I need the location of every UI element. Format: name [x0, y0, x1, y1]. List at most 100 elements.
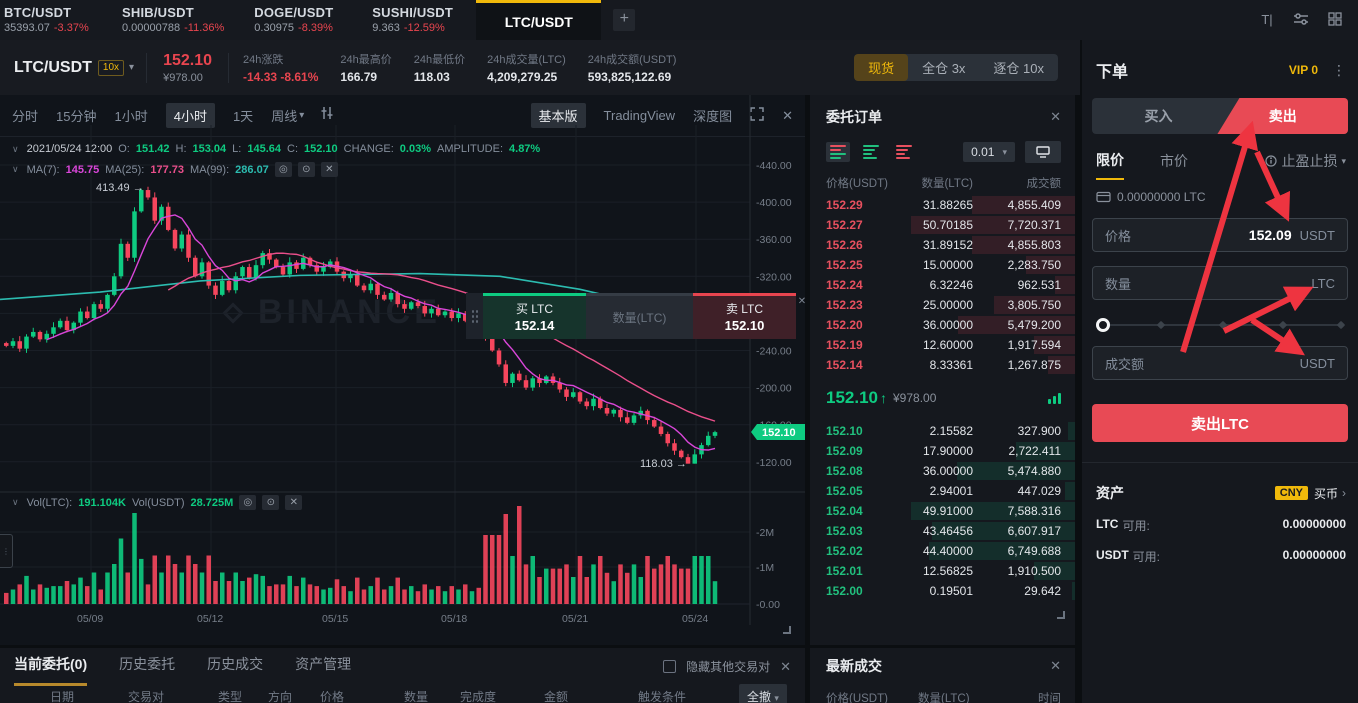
- currency-badge[interactable]: CNY: [1274, 486, 1308, 500]
- orderbook-bid-row[interactable]: 152.05 2.94001 447.029: [810, 481, 1075, 501]
- chart-buy-button[interactable]: 买 LTC 152.14: [483, 293, 586, 339]
- tab-stop-limit[interactable]: 止盈止损 ▾: [1265, 151, 1346, 179]
- ob-price: 152.14: [826, 358, 863, 372]
- interval-1小时[interactable]: 1小时: [114, 109, 148, 124]
- total-input[interactable]: 成交额 USDT: [1092, 346, 1348, 380]
- svg-text:-200.00: -200.00: [756, 383, 792, 395]
- pair-selector[interactable]: LTC/USDT 10x ▾: [0, 59, 146, 77]
- drag-handle-icon[interactable]: [466, 293, 483, 339]
- orderbook-ask-row[interactable]: 152.23 25.00000 3,805.750: [810, 295, 1075, 315]
- ticker-tab-btc-usdt[interactable]: BTC/USDT 35393.07 -3.37%: [0, 0, 108, 40]
- mode-现货[interactable]: 现货: [854, 54, 909, 81]
- orderbook-mode-bids-icon[interactable]: [859, 142, 883, 162]
- orderbook-bid-row[interactable]: 152.10 2.15582 327.900: [810, 421, 1075, 441]
- vip-badge[interactable]: VIP 0: [1288, 63, 1318, 77]
- orderbook-ask-row[interactable]: 152.25 15.00000 2,283.750: [810, 255, 1075, 275]
- add-tab-button[interactable]: +: [613, 9, 636, 31]
- orders-tab-历史成交[interactable]: 历史成交: [207, 656, 264, 672]
- ticker-tab-shib-usdt[interactable]: SHIB/USDT 0.00000788 -11.36%: [108, 0, 240, 40]
- text-tool-icon[interactable]: T|: [1261, 11, 1273, 27]
- close-widget-icon[interactable]: ✕: [797, 296, 805, 307]
- settings-target-icon[interactable]: ⊙: [262, 495, 280, 510]
- tick-size-dropdown[interactable]: 0.01 ▾: [963, 142, 1015, 162]
- tab-market[interactable]: 市价: [1160, 153, 1188, 169]
- mode-全仓 3x[interactable]: 全仓 3x: [922, 61, 966, 76]
- orderbook-bid-row[interactable]: 152.02 44.40000 6,749.688: [810, 541, 1075, 561]
- close-orderbook-icon[interactable]: ✕: [1050, 109, 1061, 124]
- orders-tab-资产管理[interactable]: 资产管理: [295, 656, 352, 672]
- kebab-menu-icon[interactable]: ⋮: [1332, 61, 1346, 78]
- interval-分时[interactable]: 分时: [12, 109, 39, 124]
- ob-price: 152.01: [826, 564, 863, 578]
- orderbook-ask-row[interactable]: 152.24 6.32246 962.531: [810, 275, 1075, 295]
- orderbook-ask-row[interactable]: 152.14 8.33361 1,267.875: [810, 355, 1075, 375]
- collapse-chevron-icon[interactable]: ∨: [12, 497, 19, 507]
- visibility-icon[interactable]: ◎: [239, 495, 257, 510]
- interval-more-chevron-icon[interactable]: ▾: [299, 110, 305, 121]
- buy-crypto-link[interactable]: 买币: [1313, 486, 1338, 501]
- chart-resize-handle[interactable]: [783, 626, 791, 634]
- orderbook-ask-row[interactable]: 152.29 31.88265 4,855.409: [810, 195, 1075, 215]
- orderbook-bid-row[interactable]: 152.09 17.90000 2,722.411: [810, 441, 1075, 461]
- orders-tab-当前委托(0)[interactable]: 当前委托(0): [14, 654, 88, 686]
- hide-other-pairs-checkbox[interactable]: [663, 660, 677, 673]
- orderbook-bid-row[interactable]: 152.01 12.56825 1,910.500: [810, 561, 1075, 581]
- orderbook-bid-row[interactable]: 152.00 0.19501 29.642: [810, 581, 1075, 601]
- sell-tab[interactable]: 卖出: [1217, 98, 1348, 134]
- indicator-settings-icon[interactable]: [320, 106, 334, 125]
- svg-text:-320.00: -320.00: [756, 271, 792, 283]
- display-mode-button[interactable]: [1025, 141, 1061, 163]
- chart-sell-button[interactable]: 卖 LTC 152.10: [693, 293, 796, 339]
- cancel-all-button[interactable]: 全撤 ▾: [739, 684, 787, 703]
- orderbook-bid-row[interactable]: 152.04 49.91000 7,588.316: [810, 501, 1075, 521]
- sell-ltc-button[interactable]: 卖出LTC: [1092, 404, 1348, 442]
- orderbook-mode-both-icon[interactable]: [826, 142, 850, 162]
- candlestick-chart[interactable]: -440.00-400.00-360.00-320.00-280.00-240.…: [0, 95, 805, 645]
- close-chart-icon[interactable]: ✕: [782, 107, 793, 123]
- left-edge-drawer-handle[interactable]: ⋮: [0, 534, 13, 568]
- collapse-chevron-icon[interactable]: ∨: [12, 143, 19, 154]
- amount-slider[interactable]: [1096, 318, 1346, 332]
- close-orders-panel-icon[interactable]: ✕: [780, 658, 791, 674]
- orderbook-mode-asks-icon[interactable]: [892, 142, 916, 162]
- orderbook-ask-row[interactable]: 152.27 50.70185 7,720.371: [810, 215, 1075, 235]
- depth-chart-icon[interactable]: [1048, 392, 1061, 404]
- settings-target-icon[interactable]: ⊙: [297, 162, 315, 177]
- orders-col-数量: 数量: [404, 690, 429, 703]
- price-input[interactable]: 价格 152.09 USDT: [1092, 218, 1348, 252]
- view-TradingView[interactable]: TradingView: [603, 108, 676, 123]
- slider-handle[interactable]: [1096, 318, 1110, 332]
- ticker-tab-doge-usdt[interactable]: DOGE/USDT 0.30975 -8.39%: [240, 0, 358, 40]
- mode-逐仓 10x[interactable]: 逐仓 10x: [993, 61, 1044, 76]
- tab-ltcusdt[interactable]: LTC/USDT: [476, 0, 602, 40]
- chart-qty-input[interactable]: 数量(LTC): [586, 293, 693, 339]
- remove-indicator-icon[interactable]: ✕: [285, 495, 303, 510]
- sliders-icon[interactable]: [1292, 10, 1310, 28]
- tick-size-value: 0.01: [971, 145, 995, 159]
- ticker-tab-sushi-usdt[interactable]: SUSHI/USDT 9.363 -12.59%: [358, 0, 476, 40]
- view-深度图[interactable]: 深度图: [693, 109, 733, 124]
- price-up-arrow-icon: ↑: [880, 390, 887, 406]
- interval-4小时[interactable]: 4小时: [165, 103, 215, 128]
- fullscreen-icon[interactable]: [750, 107, 764, 124]
- remove-indicator-icon[interactable]: ✕: [320, 162, 338, 177]
- quantity-input[interactable]: 数量 LTC: [1092, 266, 1348, 300]
- interval-15分钟[interactable]: 15分钟: [56, 109, 97, 124]
- orders-tab-历史委托[interactable]: 历史委托: [119, 656, 176, 672]
- interval-周线[interactable]: 周线: [271, 109, 298, 124]
- view-基本版[interactable]: 基本版: [530, 103, 586, 128]
- interval-1天[interactable]: 1天: [232, 109, 254, 124]
- orderbook-bid-row[interactable]: 152.03 43.46456 6,607.917: [810, 521, 1075, 541]
- buy-tab[interactable]: 买入: [1144, 108, 1173, 124]
- orderbook-ask-row[interactable]: 152.20 36.00000 5,479.200: [810, 315, 1075, 335]
- orderbook-ask-row[interactable]: 152.26 31.89152 4,855.803: [810, 235, 1075, 255]
- grid-layout-icon[interactable]: [1326, 10, 1344, 28]
- orderbook-resize-handle[interactable]: [1057, 611, 1065, 619]
- orderbook-bid-row[interactable]: 152.08 36.00000 5,474.880: [810, 461, 1075, 481]
- tab-limit[interactable]: 限价: [1096, 150, 1124, 180]
- collapse-chevron-icon[interactable]: ∨: [12, 164, 19, 174]
- orderbook-ask-row[interactable]: 152.19 12.60000 1,917.594: [810, 335, 1075, 355]
- svg-text:05/15: 05/15: [322, 613, 348, 625]
- close-trades-icon[interactable]: ✕: [1050, 658, 1061, 673]
- visibility-icon[interactable]: ◎: [274, 162, 292, 177]
